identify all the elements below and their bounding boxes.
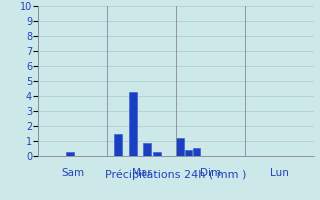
Text: Sam: Sam bbox=[61, 168, 84, 178]
Text: Mar: Mar bbox=[132, 168, 151, 178]
Bar bbox=[66, 152, 74, 156]
X-axis label: Précipitations 24h ( mm ): Précipitations 24h ( mm ) bbox=[105, 170, 247, 180]
Bar bbox=[130, 92, 137, 156]
Text: Dim: Dim bbox=[200, 168, 221, 178]
Bar bbox=[114, 134, 122, 156]
Bar bbox=[193, 148, 201, 156]
Bar bbox=[185, 150, 192, 156]
Bar bbox=[176, 138, 184, 156]
Bar bbox=[153, 152, 161, 156]
Bar bbox=[143, 142, 151, 156]
Text: Lun: Lun bbox=[270, 168, 289, 178]
